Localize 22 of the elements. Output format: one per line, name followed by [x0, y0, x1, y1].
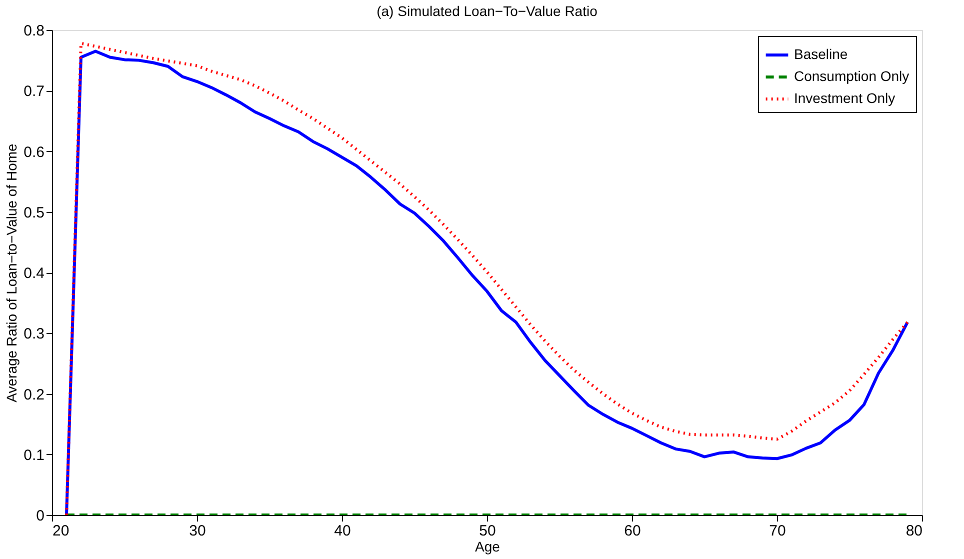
x-tick-label: 40: [334, 522, 351, 540]
y-axis-title: Average Ratio of Loan−to−Value of Home: [4, 143, 20, 402]
y-tick-label: 0: [36, 508, 44, 524]
x-tick-label: 80: [906, 522, 922, 540]
x-tick-label: 30: [189, 522, 206, 540]
x-tick-label: 50: [479, 522, 496, 540]
y-tick-label: 0.3: [24, 326, 44, 343]
y-tick-label: 0.8: [24, 22, 44, 40]
chart-title: (a) Simulated Loan−To−Value Ratio: [376, 3, 598, 19]
legend-label: Investment Only: [794, 90, 896, 106]
x-axis-title: Age: [475, 538, 500, 554]
y-tick-label: 0.5: [24, 204, 44, 222]
legend-label: Consumption Only: [794, 68, 910, 84]
legend-label: Baseline: [794, 46, 848, 62]
y-tick-label: 0.6: [24, 144, 44, 161]
y-tick-label: 0.7: [24, 83, 44, 100]
x-tick-label: 20: [52, 522, 70, 540]
x-tick-label: 70: [769, 522, 786, 540]
x-tick-label: 60: [624, 522, 641, 540]
y-tick-label: 0.1: [24, 446, 44, 464]
y-tick-label: 0.4: [24, 265, 44, 282]
y-tick-label: 0.2: [24, 386, 44, 404]
